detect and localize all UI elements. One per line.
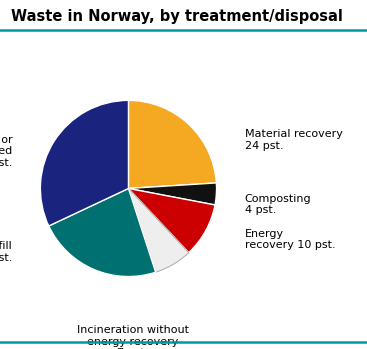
Text: Energy
recovery 10 pst.: Energy recovery 10 pst. [245,229,335,250]
Wedge shape [128,101,217,188]
Text: Material recovery
24 pst.: Material recovery 24 pst. [245,129,342,151]
Wedge shape [49,188,156,276]
Wedge shape [128,188,189,272]
Wedge shape [40,101,128,226]
Text: Landfill
23 pst.: Landfill 23 pst. [0,241,12,263]
Text: Incineration without
energy recovery
7 pst.: Incineration without energy recovery 7 p… [77,325,189,349]
Wedge shape [128,183,217,205]
Text: Other or
unspecified
32 pst.: Other or unspecified 32 pst. [0,135,12,168]
Text: Composting
4 pst.: Composting 4 pst. [245,193,311,215]
Text: Waste in Norway, by treatment/disposal: Waste in Norway, by treatment/disposal [11,9,343,24]
Wedge shape [128,188,215,253]
